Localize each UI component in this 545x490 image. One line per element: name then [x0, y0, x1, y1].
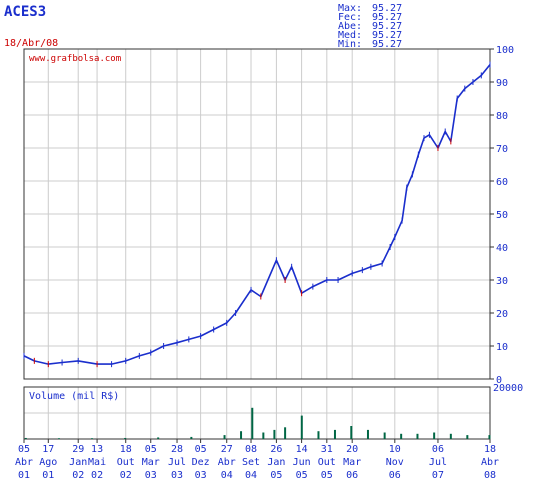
x-tick-label-day: 27	[221, 444, 233, 455]
stat-label-max: Max:	[338, 3, 362, 14]
x-axis-ticks: 05 Abr 01 17 Ago 01 29 Jan 02 13 Mai 02 18 Out 02 05 Mar…	[15, 439, 499, 481]
x-tick-label-year: 05	[270, 470, 282, 481]
x-tick-label-month: Abr	[481, 457, 499, 468]
price-gridlines	[23, 48, 491, 380]
x-tick-label-year: 06	[389, 470, 401, 481]
x-tick-label-year: 05	[296, 470, 308, 481]
x-tick-label-day: 26	[270, 444, 282, 455]
price-y-ticks: 0 10 20 30 40 50 60 70 80 90 100	[490, 45, 514, 386]
x-tick-label-month: Out	[117, 457, 135, 468]
volume-title: Volume (mil R$)	[29, 391, 119, 402]
stat-label-fec: Fec:	[338, 12, 362, 23]
x-tick-label-month: Mai	[88, 457, 106, 468]
stat-value-max: 95.27	[372, 3, 402, 14]
stat-value-abe: 95.27	[372, 21, 402, 32]
price-series-line	[23, 64, 491, 365]
x-tick-label-day: 14	[296, 444, 308, 455]
x-tick-label-day: 05	[195, 444, 207, 455]
x-tick-label-month: Abr	[15, 457, 33, 468]
x-tick-label-month: Jul	[168, 457, 186, 468]
stat-label-abe: Abe:	[338, 21, 362, 32]
watermark: www.grafbolsa.com	[29, 54, 121, 64]
volume-gridlines	[23, 387, 491, 439]
x-tick-label-month: Nov	[386, 457, 404, 468]
x-tick-label-month: Abr	[218, 457, 236, 468]
x-tick-label-day: 28	[171, 444, 183, 455]
x-tick-label-month: Mar	[343, 457, 361, 468]
price-y-tick-label: 90	[496, 78, 508, 89]
price-y-tick-label: 70	[496, 144, 508, 155]
stats-panel: Max: 95.27 Fec: 95.27 Abe: 95.27 Med: 95…	[338, 3, 402, 50]
ticker-title: ACES3	[4, 4, 46, 20]
volume-y-ticks: 20000	[493, 383, 523, 394]
x-tick-label-day: 29	[72, 444, 84, 455]
x-tick-label-day: 17	[42, 444, 54, 455]
price-y-tick-label: 50	[496, 210, 508, 221]
volume-y-tick-label: 20000	[493, 383, 523, 394]
price-y-tick-label: 40	[496, 243, 508, 254]
x-tick-label-year: 02	[72, 470, 84, 481]
x-tick-label-year: 02	[91, 470, 103, 481]
x-tick-label-year: 04	[245, 470, 257, 481]
stat-value-med: 95.27	[372, 30, 402, 41]
x-tick-label-month: Jan	[69, 457, 87, 468]
x-tick-label-month: Jan	[267, 457, 285, 468]
x-tick-label-month: Out	[318, 457, 336, 468]
x-tick-label-year: 06	[346, 470, 358, 481]
x-tick-label-month: Ago	[39, 457, 57, 468]
price-y-tick-label: 30	[496, 276, 508, 287]
x-tick-label-day: 06	[432, 444, 444, 455]
x-tick-label-day: 13	[91, 444, 103, 455]
quote-date: 18/Abr/08	[4, 38, 58, 49]
stat-label-med: Med:	[338, 30, 362, 41]
price-y-tick-label: 20	[496, 309, 508, 320]
x-tick-label-day: 20	[346, 444, 358, 455]
volume-bars	[24, 407, 491, 439]
x-tick-label-month: Mar	[142, 457, 160, 468]
stat-value-fec: 95.27	[372, 12, 402, 23]
x-tick-label-day: 18	[484, 444, 496, 455]
x-tick-label-year: 04	[221, 470, 233, 481]
x-tick-label-month: Jul	[429, 457, 447, 468]
x-tick-label-year: 07	[432, 470, 444, 481]
x-tick-label-month: Jun	[293, 457, 311, 468]
x-tick-label-year: 05	[321, 470, 333, 481]
price-y-tick-label: 100	[496, 45, 514, 56]
x-tick-label-year: 01	[42, 470, 54, 481]
x-tick-label-day: 31	[321, 444, 333, 455]
stat-label-min: Min:	[338, 39, 362, 50]
x-tick-label-month: Dez	[192, 457, 210, 468]
price-series	[23, 61, 491, 368]
x-tick-label-year: 03	[195, 470, 207, 481]
x-tick-label-day: 05	[18, 444, 30, 455]
x-tick-label-year: 01	[18, 470, 30, 481]
x-tick-label-day: 08	[245, 444, 257, 455]
x-tick-label-day: 10	[389, 444, 401, 455]
x-tick-label-month: Set	[242, 457, 260, 468]
price-y-tick-label: 10	[496, 342, 508, 353]
x-tick-label-day: 05	[145, 444, 157, 455]
price-y-tick-label: 60	[496, 177, 508, 188]
volume-plot-frame	[23, 386, 491, 440]
x-tick-label-year: 03	[171, 470, 183, 481]
price-y-tick-label: 80	[496, 111, 508, 122]
x-tick-label-year: 08	[484, 470, 496, 481]
price-y-tick-label: 0	[496, 375, 502, 386]
x-tick-label-day: 18	[120, 444, 132, 455]
stat-value-min: 95.27	[372, 39, 402, 50]
x-tick-label-year: 03	[145, 470, 157, 481]
x-tick-label-year: 02	[120, 470, 132, 481]
